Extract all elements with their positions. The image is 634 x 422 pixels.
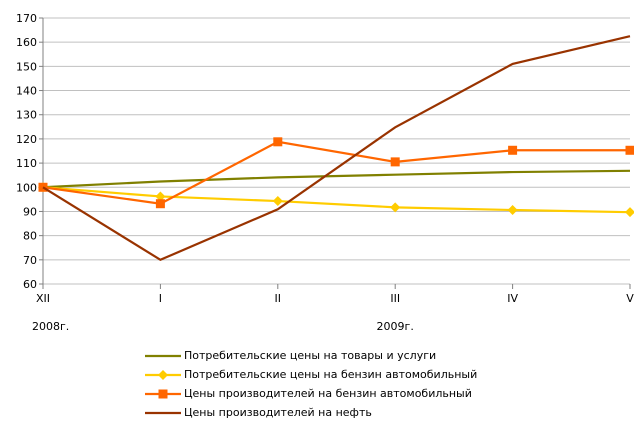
legend: Потребительские цены на товары и услуги П… (145, 346, 477, 422)
series-line (43, 171, 630, 187)
x-tick-label: IV (507, 292, 518, 305)
y-tick-label: 100 (16, 181, 37, 194)
year-label: 2009г. (377, 320, 414, 333)
legend-item: Цены производителей на бензин автомобиль… (145, 384, 477, 403)
y-tick-label: 120 (16, 133, 37, 146)
legend-item: Потребительские цены на бензин автомобил… (145, 365, 477, 384)
series-lines (38, 36, 634, 260)
y-tick-label: 160 (16, 36, 37, 49)
y-tick-label: 90 (23, 205, 37, 218)
y-tick-label: 70 (23, 254, 37, 267)
y-tick-label: 140 (16, 85, 37, 98)
axes (39, 18, 630, 289)
legend-swatch (145, 407, 181, 419)
data-point (390, 202, 400, 212)
x-tick-label: XII (36, 292, 50, 305)
legend-swatch (145, 388, 181, 400)
y-tick-label: 170 (16, 12, 37, 25)
x-tick-label: III (390, 292, 400, 305)
data-point (508, 146, 517, 155)
y-tick-label: 80 (23, 230, 37, 243)
y-tick-label: 130 (16, 109, 37, 122)
y-tick-label: 60 (23, 278, 37, 291)
data-point (273, 137, 282, 146)
year-label: 2008г. (32, 320, 69, 333)
y-tick-label: 110 (16, 157, 37, 170)
legend-swatch (145, 369, 181, 381)
data-point (273, 196, 283, 206)
legend-label: Потребительские цены на товары и услуги (184, 349, 436, 362)
series-line (43, 36, 630, 260)
data-point (508, 205, 518, 215)
x-tick-label: V (626, 292, 634, 305)
x-tick-label: I (159, 292, 162, 305)
data-point (626, 146, 634, 155)
legend-item: Потребительские цены на товары и услуги (145, 346, 477, 365)
data-point (625, 207, 634, 217)
legend-item: Цены производителей на нефть (145, 403, 477, 422)
x-tick-label: II (275, 292, 282, 305)
legend-swatch (145, 350, 181, 362)
legend-label: Потребительские цены на бензин автомобил… (184, 368, 477, 381)
legend-label: Цены производителей на бензин автомобиль… (184, 387, 472, 400)
data-point (159, 389, 168, 398)
legend-label: Цены производителей на нефть (184, 406, 372, 419)
data-point (391, 157, 400, 166)
data-point (158, 370, 168, 380)
y-tick-label: 150 (16, 60, 37, 73)
data-point (156, 199, 165, 208)
